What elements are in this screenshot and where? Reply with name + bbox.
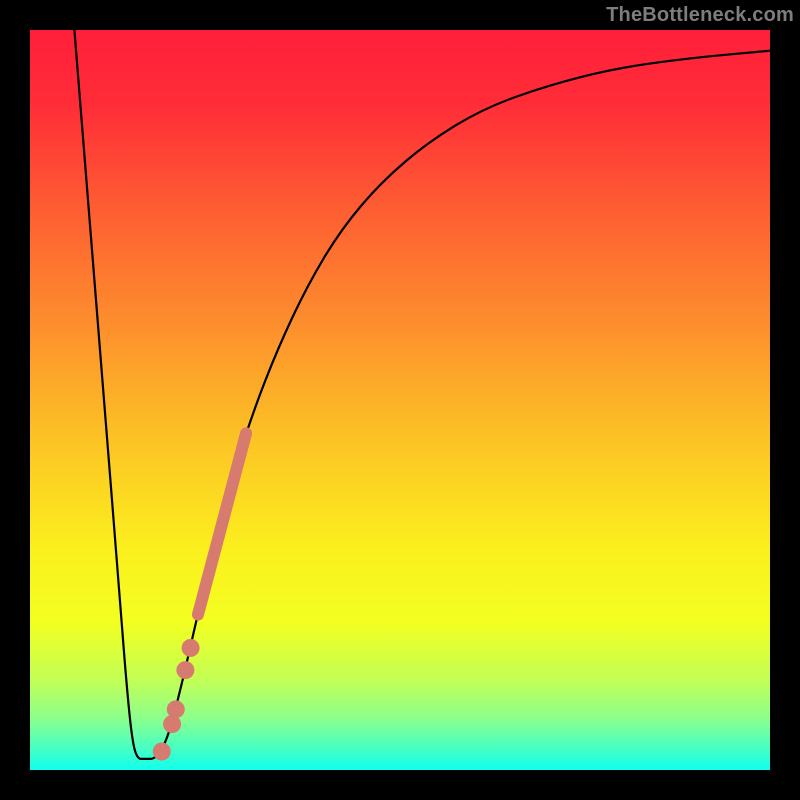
chart-svg: [0, 0, 800, 800]
highlight-dot: [163, 715, 181, 733]
plot-background: [30, 30, 770, 770]
highlight-dot: [182, 639, 200, 657]
highlight-dot: [153, 743, 171, 761]
bottleneck-chart: TheBottleneck.com: [0, 0, 800, 800]
highlight-dot: [176, 661, 194, 679]
